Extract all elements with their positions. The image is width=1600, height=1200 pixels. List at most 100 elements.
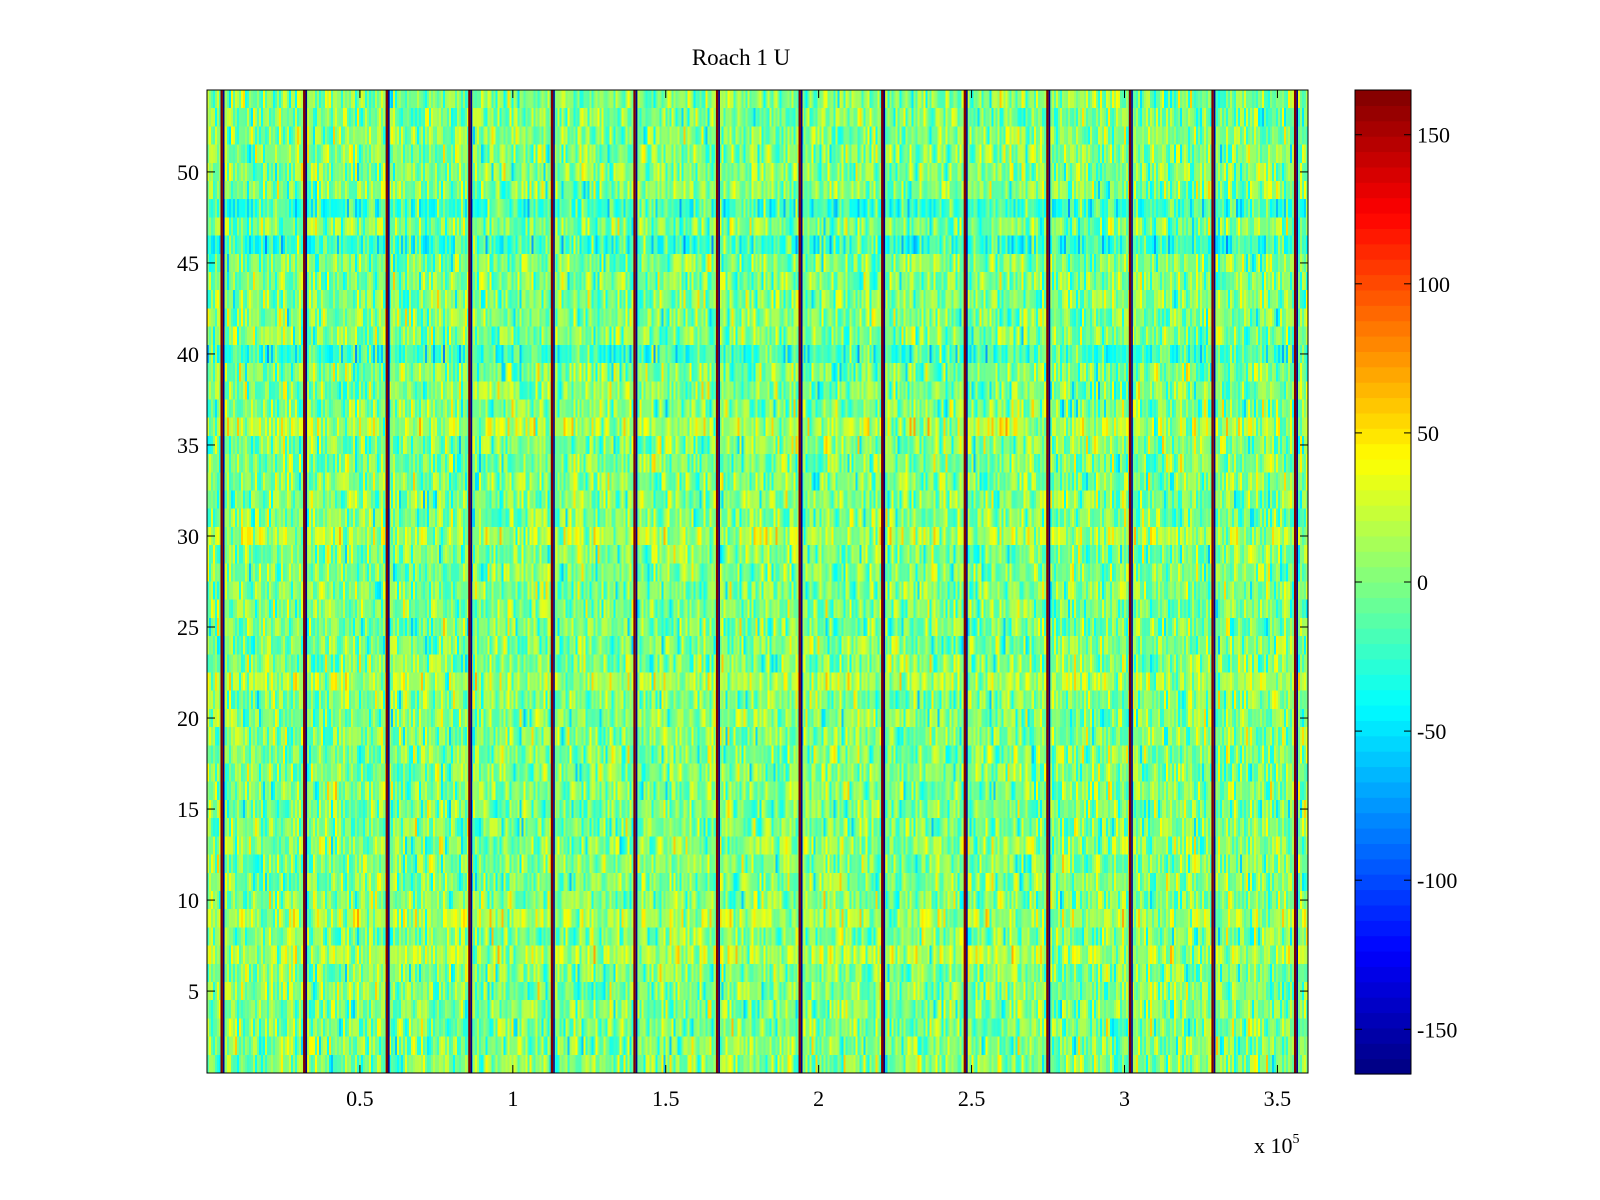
- colorbar-band: [1355, 781, 1411, 798]
- colorbar-band: [1355, 243, 1411, 260]
- colorbar-band: [1355, 474, 1411, 491]
- spike-column-high: [633, 90, 636, 1073]
- spike-column-low: [718, 90, 720, 1073]
- colorbar-band: [1355, 812, 1411, 829]
- spike-column-high: [1046, 90, 1049, 1073]
- colorbar-band: [1355, 259, 1411, 276]
- colorbar-tick-label: -150: [1417, 1017, 1457, 1042]
- colorbar-band: [1355, 213, 1411, 229]
- colorbar-tick-label: 100: [1417, 272, 1450, 297]
- colorbar-band: [1355, 320, 1411, 337]
- spike-column-low: [883, 90, 886, 1073]
- colorbar-band: [1355, 643, 1411, 660]
- colorbar-band: [1355, 1027, 1411, 1044]
- x-tick-label: 2: [813, 1086, 824, 1111]
- colorbar-band: [1355, 136, 1411, 153]
- spike-column-low: [966, 90, 968, 1073]
- x-tick-label: 0.5: [346, 1086, 374, 1111]
- spike-column-high: [1128, 90, 1132, 1073]
- colorbar-band: [1355, 428, 1411, 445]
- colorbar-band: [1355, 612, 1411, 629]
- colorbar-band: [1355, 935, 1411, 952]
- colorbar-band: [1355, 582, 1411, 598]
- colorbar: -150 -100 -50 0 50 100 150: [1354, 89, 1457, 1075]
- colorbar-band: [1355, 90, 1411, 106]
- colorbar-band: [1355, 735, 1411, 752]
- x-tick-label: 1: [507, 1086, 518, 1111]
- y-tick-label: 35: [177, 433, 199, 458]
- colorbar-tick-label: 50: [1417, 421, 1439, 446]
- spike-column-low: [470, 90, 473, 1073]
- spike-column-high: [385, 90, 389, 1073]
- x-tick-label: 2.5: [958, 1086, 986, 1111]
- colorbar-band: [1355, 151, 1411, 168]
- colorbar-tick-label: 0: [1417, 570, 1428, 595]
- colorbar-band: [1355, 289, 1411, 306]
- spike-column-high: [1293, 90, 1297, 1073]
- spike-column-low: [305, 90, 308, 1073]
- colorbar-tick-label: 150: [1417, 123, 1450, 148]
- colorbar-band: [1355, 658, 1411, 675]
- colorbar-band: [1355, 751, 1411, 768]
- x-tick-label: 3: [1119, 1086, 1130, 1111]
- x-tick-label: 1.5: [652, 1086, 680, 1111]
- colorbar-band: [1355, 889, 1411, 906]
- y-axis-ticks: 5 10 15 20 25 30 35 40 45 50: [177, 160, 1308, 1004]
- colorbar-band: [1355, 366, 1411, 383]
- colorbar-band: [1355, 397, 1411, 414]
- colorbar-band: [1355, 951, 1411, 967]
- spike-column-low: [1213, 90, 1216, 1073]
- colorbar-ticks: -150 -100 -50 0 50 100 150: [1355, 123, 1457, 1042]
- y-tick-label: 40: [177, 342, 199, 367]
- spike-column-high: [963, 90, 967, 1073]
- colorbar-band: [1355, 412, 1411, 429]
- colorbar-band: [1355, 182, 1411, 199]
- spike-column-high: [881, 90, 884, 1073]
- colorbar-band: [1355, 597, 1411, 614]
- colorbar-band: [1355, 228, 1411, 245]
- spike-column-low: [1131, 90, 1133, 1073]
- colorbar-band: [1355, 443, 1411, 460]
- y-tick-label: 15: [177, 797, 199, 822]
- spike-column-low: [388, 90, 390, 1073]
- spike-columns: [220, 90, 1298, 1073]
- y-tick-label: 50: [177, 160, 199, 185]
- colorbar-tick-label: -50: [1417, 719, 1446, 744]
- colorbar-band: [1355, 705, 1411, 721]
- colorbar-band: [1355, 197, 1411, 214]
- heatmap-plot-area: 0.5 1 1.5 2 2.5 3 3.5 5 10 15 20 25 30 35 40 45 50: [177, 89, 1309, 1111]
- spike-column-low: [222, 90, 225, 1073]
- colorbar-band: [1355, 766, 1411, 783]
- x-axis-ticks: 0.5 1 1.5 2 2.5 3 3.5: [346, 90, 1291, 1111]
- y-tick-label: 30: [177, 524, 199, 549]
- colorbar-band: [1355, 105, 1411, 122]
- plot-frame: [206, 89, 1309, 1074]
- colorbar-band: [1355, 336, 1411, 352]
- colorbar-band: [1355, 720, 1411, 737]
- spike-column-high: [468, 90, 471, 1073]
- spike-column-low: [635, 90, 638, 1073]
- colorbar-band: [1355, 489, 1411, 506]
- colorbar-band: [1355, 351, 1411, 368]
- colorbar-band: [1355, 1058, 1411, 1075]
- spike-column-low: [800, 90, 803, 1073]
- colorbar-band: [1355, 505, 1411, 522]
- spike-column-high: [303, 90, 306, 1073]
- colorbar-band: [1355, 459, 1411, 475]
- colorbar-band: [1355, 828, 1411, 844]
- colorbar-band: [1355, 520, 1411, 537]
- spike-column-high: [220, 90, 223, 1073]
- spike-column-low: [553, 90, 555, 1073]
- y-tick-label: 45: [177, 251, 199, 276]
- colorbar-gradient: [1355, 90, 1411, 1075]
- y-tick-label: 5: [188, 979, 199, 1004]
- spike-column-high: [798, 90, 801, 1073]
- colorbar-band: [1355, 674, 1411, 691]
- y-tick-label: 25: [177, 615, 199, 640]
- colorbar-band: [1355, 843, 1411, 860]
- spike-column-low: [1296, 90, 1298, 1073]
- colorbar-band: [1355, 1043, 1411, 1060]
- heatmap-image: [207, 90, 1308, 1073]
- colorbar-band: [1355, 274, 1411, 291]
